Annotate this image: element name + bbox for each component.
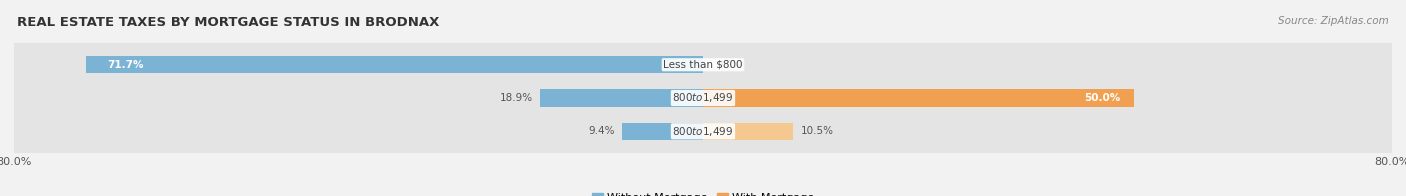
FancyBboxPatch shape bbox=[11, 26, 1395, 104]
Bar bbox=[86, 56, 703, 73]
FancyBboxPatch shape bbox=[11, 59, 1395, 137]
Text: REAL ESTATE TAXES BY MORTGAGE STATUS IN BRODNAX: REAL ESTATE TAXES BY MORTGAGE STATUS IN … bbox=[17, 16, 439, 29]
Text: Source: ZipAtlas.com: Source: ZipAtlas.com bbox=[1278, 16, 1389, 26]
Text: 71.7%: 71.7% bbox=[107, 60, 143, 70]
Text: Less than $800: Less than $800 bbox=[664, 60, 742, 70]
Bar bbox=[540, 89, 703, 107]
Bar bbox=[621, 123, 703, 140]
Text: $800 to $1,499: $800 to $1,499 bbox=[672, 92, 734, 104]
Text: 9.4%: 9.4% bbox=[589, 126, 616, 136]
Text: $800 to $1,499: $800 to $1,499 bbox=[672, 125, 734, 138]
Bar bbox=[703, 89, 1133, 107]
Text: 0.0%: 0.0% bbox=[716, 60, 742, 70]
Legend: Without Mortgage, With Mortgage: Without Mortgage, With Mortgage bbox=[588, 188, 818, 196]
Text: 50.0%: 50.0% bbox=[1084, 93, 1121, 103]
Bar bbox=[703, 123, 793, 140]
FancyBboxPatch shape bbox=[11, 92, 1395, 170]
Text: 10.5%: 10.5% bbox=[800, 126, 834, 136]
Text: 18.9%: 18.9% bbox=[501, 93, 533, 103]
